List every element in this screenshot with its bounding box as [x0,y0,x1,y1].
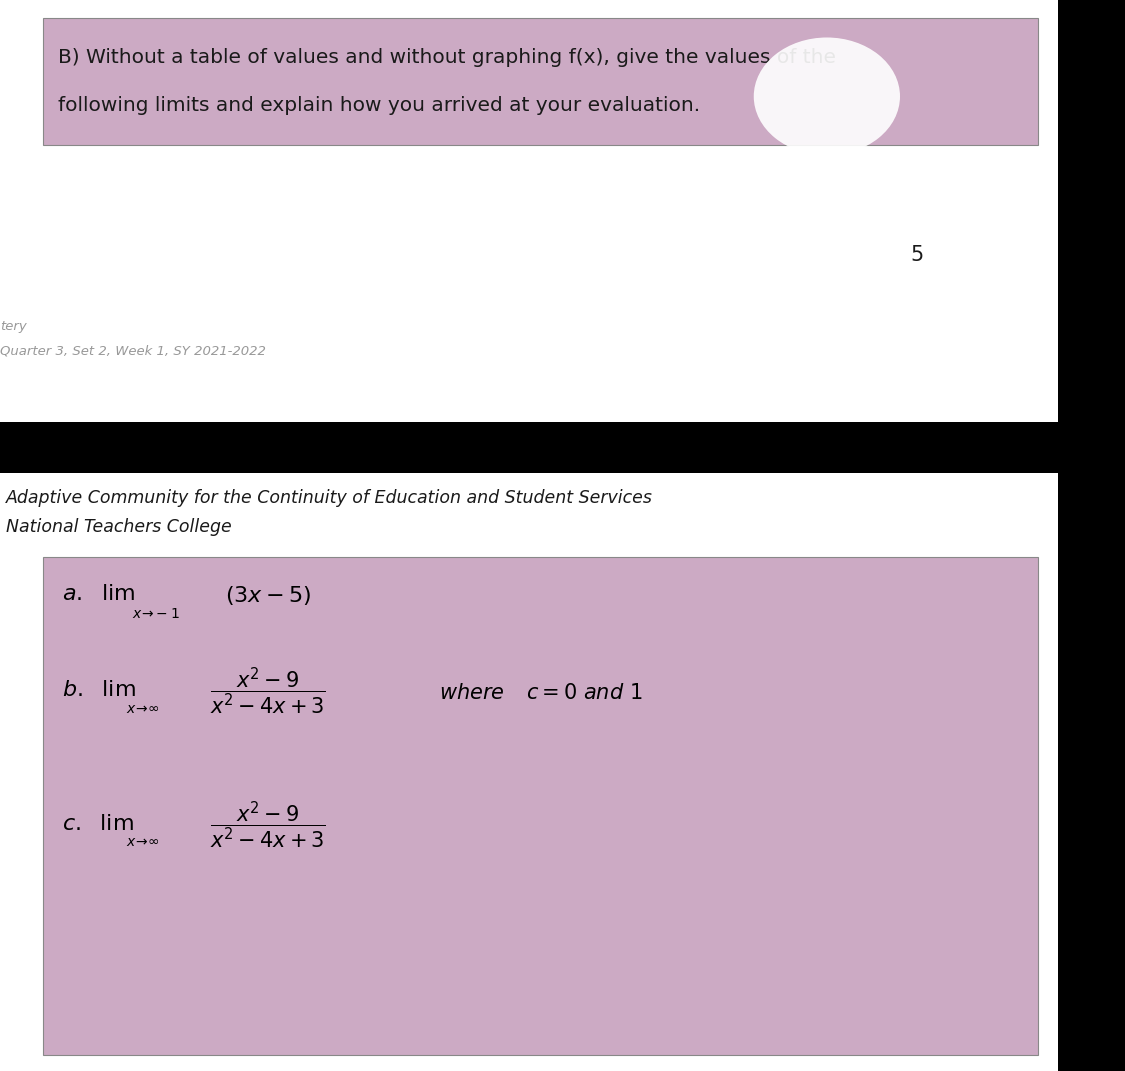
Text: $(3x-5)$: $(3x-5)$ [225,584,312,606]
Text: Adaptive Community for the Continuity of Education and Student Services: Adaptive Community for the Continuity of… [6,489,652,507]
Text: B) Without a table of values and without graphing f(x), give the values of the: B) Without a table of values and without… [58,48,837,67]
Bar [1058,0,1125,1071]
Ellipse shape [754,37,900,155]
Bar [0,422,1058,473]
Text: $x\!\to\!\infty$: $x\!\to\!\infty$ [126,835,159,849]
FancyBboxPatch shape [43,557,1038,1055]
FancyBboxPatch shape [43,18,1038,145]
Text: $c.$  $\lim$: $c.$ $\lim$ [62,814,134,834]
Text: $b.$  $\lim$: $b.$ $\lim$ [62,680,136,700]
Bar [0,473,1058,557]
Text: $\mathit{where}$: $\mathit{where}$ [439,683,504,704]
Text: 5: 5 [910,245,924,265]
Text: $a.$  $\lim$: $a.$ $\lim$ [62,584,135,604]
Text: Quarter 3, Set 2, Week 1, SY 2021-2022: Quarter 3, Set 2, Week 1, SY 2021-2022 [0,345,266,358]
Text: following limits and explain how you arrived at your evaluation.: following limits and explain how you arr… [58,96,701,116]
Text: $c = 0\ \mathit{and}\ 1$: $c = 0\ \mathit{and}\ 1$ [526,683,643,704]
Text: $\dfrac{x^2-9}{x^2-4x+3}$: $\dfrac{x^2-9}{x^2-4x+3}$ [210,800,326,851]
Text: $\dfrac{x^2-9}{x^2-4x+3}$: $\dfrac{x^2-9}{x^2-4x+3}$ [210,666,326,718]
Text: National Teachers College: National Teachers College [6,518,232,536]
Text: $x\!\to\!-1$: $x\!\to\!-1$ [132,607,179,621]
Text: tery: tery [0,320,27,333]
Text: $x\!\to\!\infty$: $x\!\to\!\infty$ [126,702,159,715]
Bar [0,145,1058,422]
